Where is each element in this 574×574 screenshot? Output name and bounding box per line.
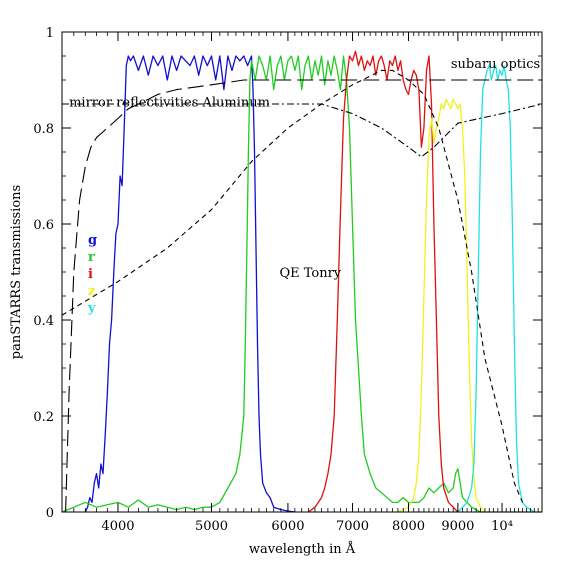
x-tick-label: 5000 bbox=[195, 519, 228, 534]
annotations-layer: subaru optics mirror reflectivities Alumi… bbox=[69, 57, 540, 281]
x-tick-label: 9000 bbox=[441, 519, 474, 534]
legend-entry-z: z bbox=[88, 284, 95, 299]
y-tick-label: 0.6 bbox=[33, 218, 54, 233]
series-i-line bbox=[308, 50, 459, 513]
y-tick-label: 0.8 bbox=[33, 122, 54, 137]
y-tick-label: 0 bbox=[46, 506, 54, 521]
series-mirror-reflectivities-aluminum-line bbox=[62, 103, 543, 158]
x-axis-title: wavelength in Å bbox=[249, 541, 356, 557]
annotation-subaru-optics: subaru optics bbox=[451, 57, 540, 72]
series-g-line bbox=[84, 55, 295, 513]
legend-entry-r: r bbox=[88, 250, 95, 265]
legend-entry-i: i bbox=[88, 267, 93, 282]
legend-entry-g: g bbox=[88, 233, 97, 248]
x-tick-label: 8000 bbox=[392, 519, 425, 534]
series-layer bbox=[61, 50, 543, 513]
series-y-line bbox=[457, 64, 535, 513]
legend-entry-y: y bbox=[87, 301, 96, 316]
annotation-qe-tonry: QE Tonry bbox=[279, 266, 341, 281]
y-tick-label: 0.2 bbox=[33, 410, 54, 425]
x-tick-label: 4000 bbox=[101, 519, 134, 534]
series-qe-tonry-line bbox=[61, 69, 524, 503]
x-tick-label: 7000 bbox=[336, 519, 369, 534]
y-axis-title: panSTARRS transmissions bbox=[9, 185, 24, 359]
ticks-layer: 4000 5000 6000 7000 8000 9000 10⁴ 0 0.2 0.4 0.6 0.8… bbox=[33, 26, 542, 534]
x-tick-label: 6000 bbox=[271, 519, 304, 534]
y-tick-label: 1 bbox=[46, 26, 54, 41]
series-z-line bbox=[397, 98, 486, 513]
y-tick-label: 0.4 bbox=[33, 314, 54, 329]
series-subaru-optics-line bbox=[65, 79, 542, 513]
x-tick-label: 10⁴ bbox=[491, 519, 513, 534]
series-r-line bbox=[61, 55, 542, 513]
annotation-mirror-reflectivities-aluminum: mirror reflectivities Aluminum bbox=[69, 96, 270, 111]
